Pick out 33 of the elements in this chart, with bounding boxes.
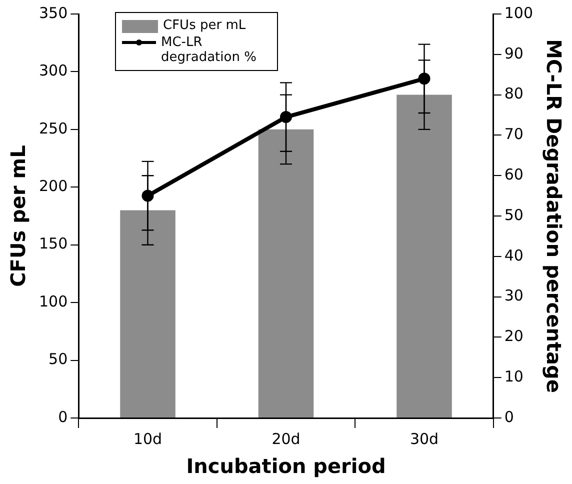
- point: [280, 111, 292, 124]
- y-tick-label: 200: [38, 177, 68, 196]
- x-axis-title: Incubation period: [186, 454, 386, 478]
- y2-tick-label: 100: [504, 4, 534, 22]
- point: [142, 190, 154, 202]
- y-tick-label: 250: [38, 119, 68, 138]
- y2-tick-label: 40: [504, 246, 524, 264]
- x-tick-label: 20d: [272, 430, 300, 448]
- y2-tick-label: 90: [504, 44, 524, 62]
- y2-tick-label: 50: [504, 206, 524, 224]
- legend-label: MC-LR degradation %: [161, 35, 258, 65]
- y-axis-title: CFUs per mL: [6, 144, 30, 287]
- y2-tick-label: 80: [504, 84, 524, 103]
- y2-tick-label: 10: [504, 367, 524, 386]
- y-tick-label: 50: [48, 350, 68, 368]
- y-tick-label: 300: [38, 62, 68, 80]
- legend-label: CFUs per mL: [163, 18, 246, 33]
- y2-axis-title: MC-LR Degradation percentage: [542, 39, 566, 393]
- y-tick-label: 150: [38, 234, 68, 253]
- y2-tick-label: 0: [504, 408, 514, 426]
- y2-tick-label: 20: [504, 327, 524, 346]
- bar: [396, 94, 452, 418]
- x-tick-label: 10d: [133, 430, 162, 448]
- bar: [120, 210, 176, 418]
- y-tick-label: 0: [58, 408, 68, 426]
- y-tick-label: 350: [38, 4, 68, 22]
- point: [418, 72, 430, 85]
- y2-tick-label: 60: [504, 165, 524, 184]
- x-tick-label: 30d: [410, 430, 439, 448]
- y-tick-label: 100: [38, 292, 68, 310]
- y2-tick-label: 30: [504, 286, 524, 305]
- bar: [258, 129, 314, 418]
- y2-tick-label: 70: [504, 125, 524, 144]
